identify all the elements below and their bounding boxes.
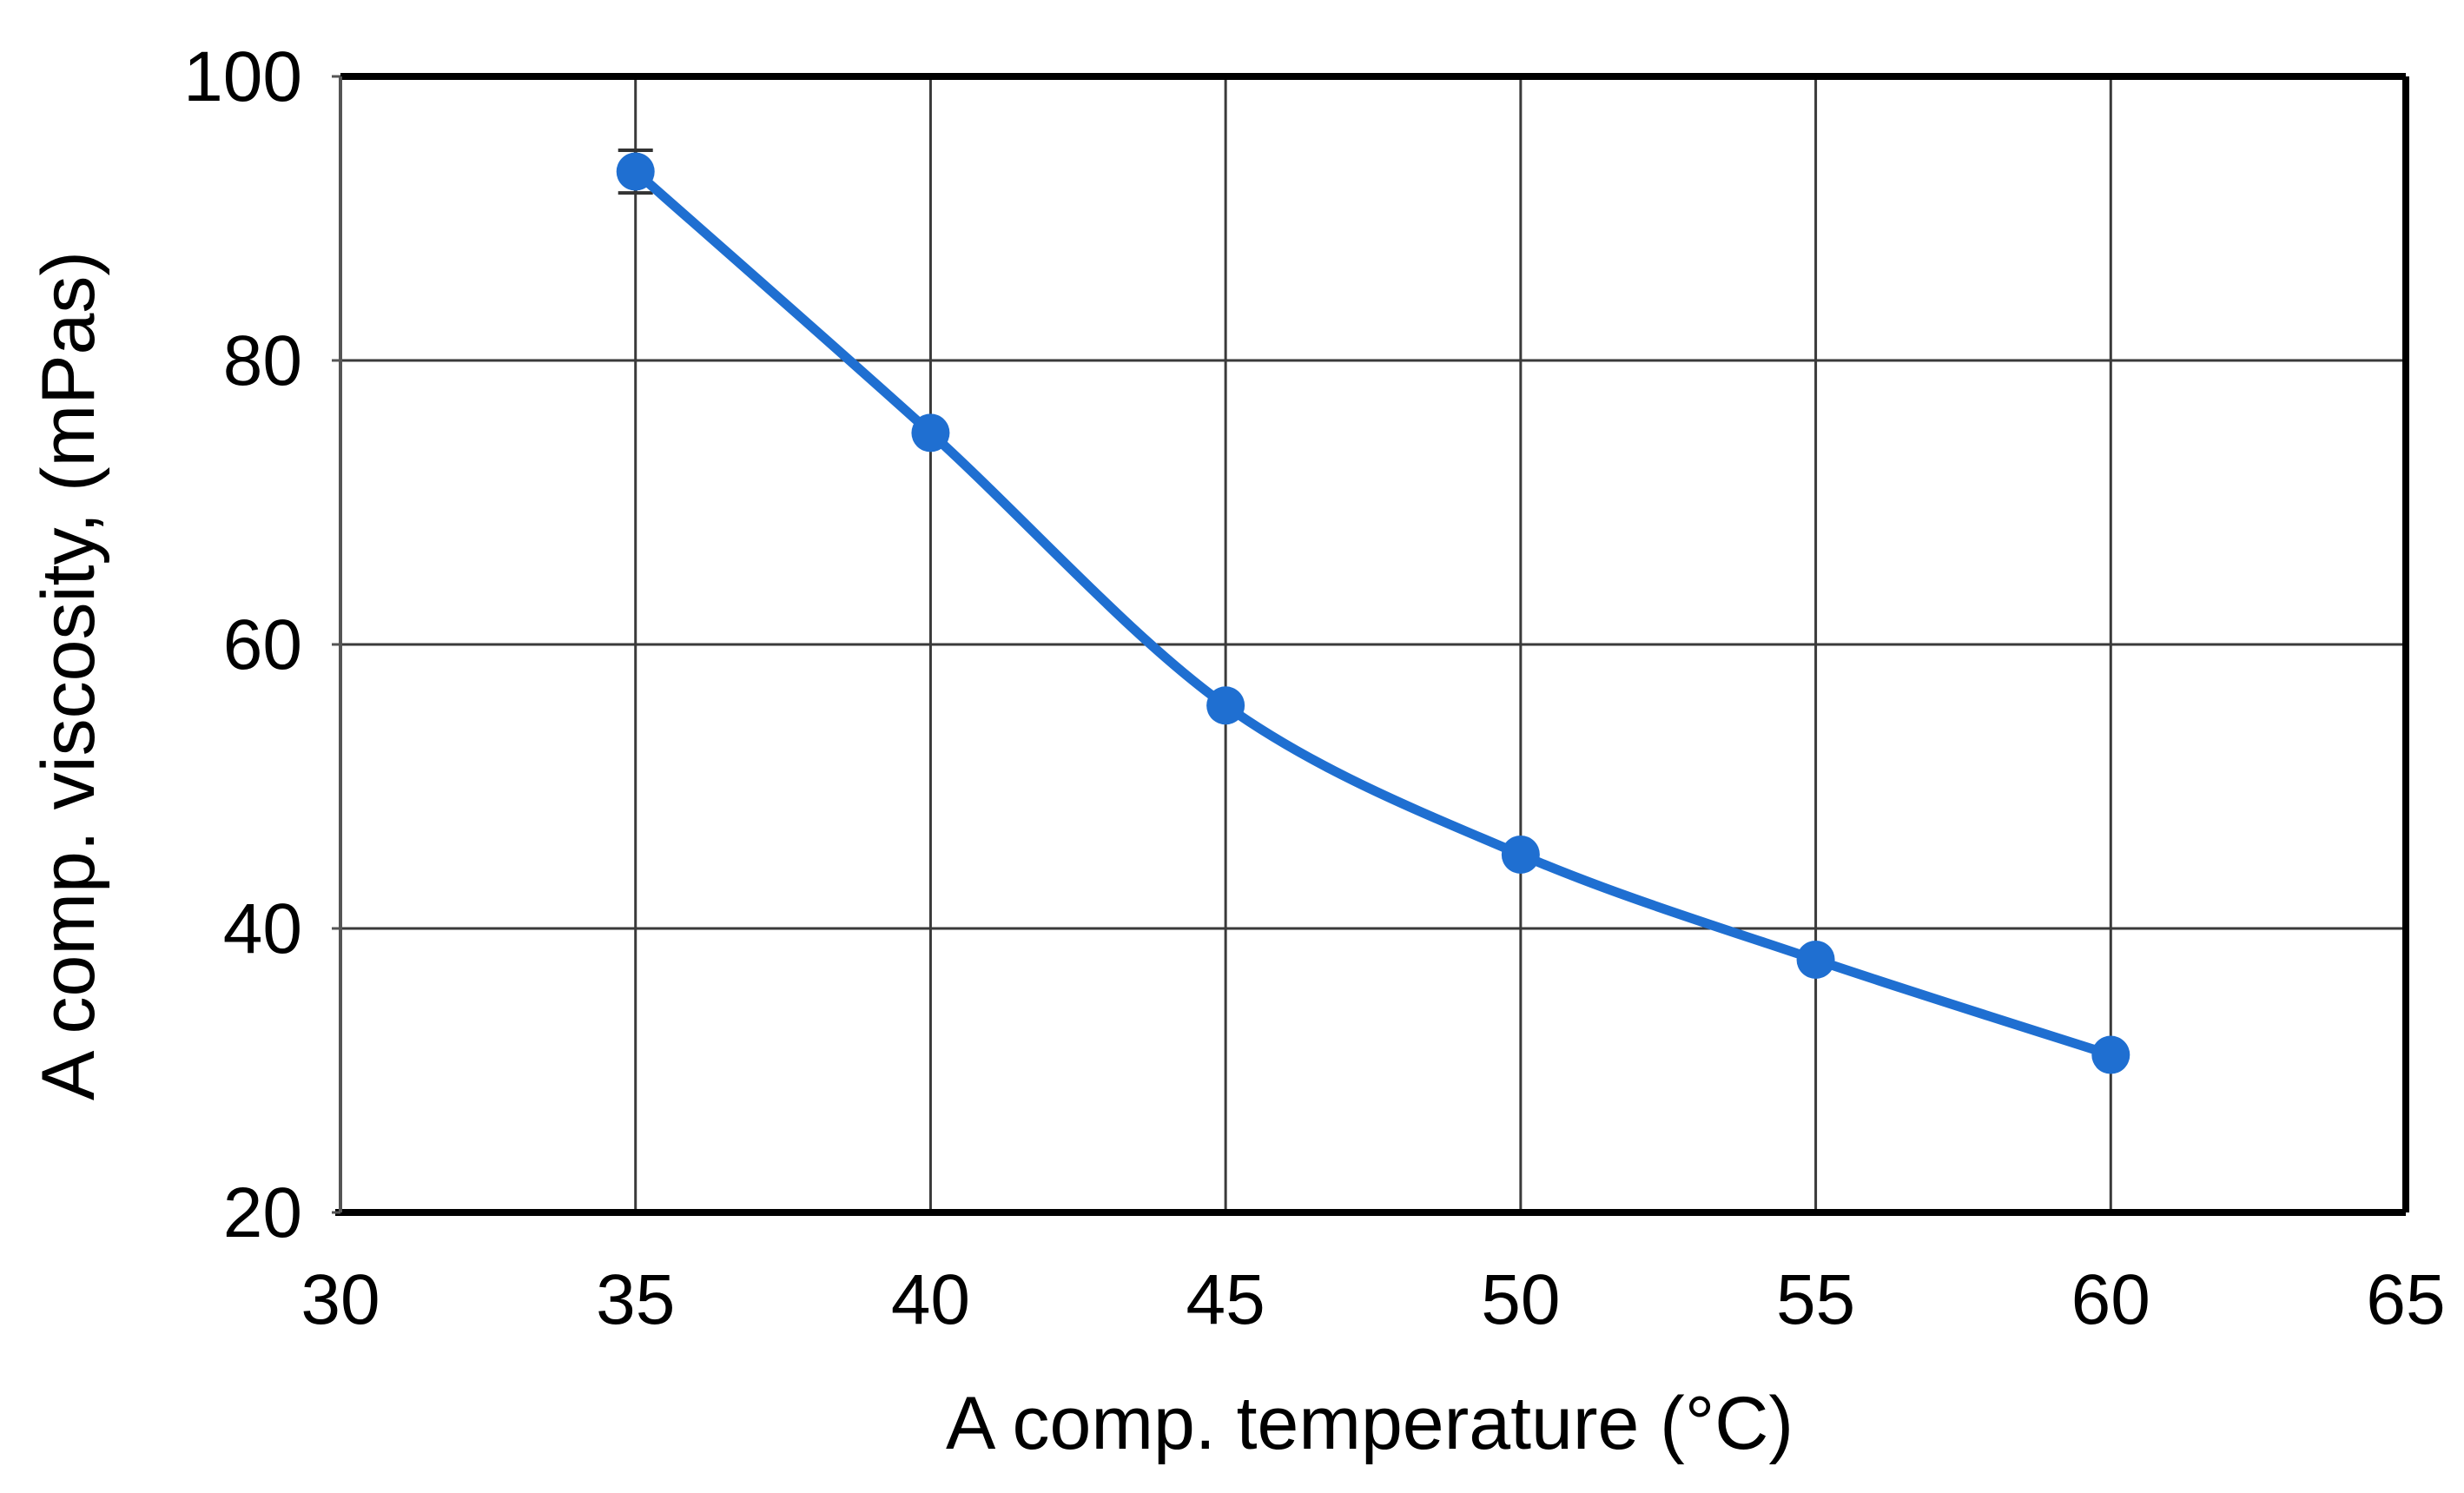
x-tick-label-45: 45 <box>1186 1260 1265 1339</box>
data-point-55 <box>1796 940 1835 979</box>
x-tick-label-60: 60 <box>2071 1260 2150 1339</box>
x-tick-label-40: 40 <box>891 1260 970 1339</box>
x-tick-label-50: 50 <box>1481 1260 1560 1339</box>
data-point-60 <box>2091 1035 2130 1074</box>
tick-labels: 30 35 40 45 50 55 60 65 20 40 60 80 100 <box>183 37 2445 1339</box>
y-tick-label-100: 100 <box>183 37 302 116</box>
data-point-50 <box>1501 835 1540 874</box>
data-point-35 <box>616 152 655 191</box>
x-tick-label-35: 35 <box>596 1260 675 1339</box>
data-point-45 <box>1206 686 1245 725</box>
y-tick-label-40: 40 <box>223 889 302 968</box>
data-point-40 <box>911 413 950 453</box>
y-axis-title: A comp. viscosity, (mPas) <box>27 251 110 1100</box>
grid-lines <box>340 76 2406 1212</box>
y-tick-label-80: 80 <box>223 321 302 400</box>
y-tick-label-20: 20 <box>223 1173 302 1252</box>
x-tick-label-30: 30 <box>301 1260 380 1339</box>
plot-frame <box>332 73 2409 1216</box>
x-tick-label-65: 65 <box>2366 1260 2445 1339</box>
y-tick-label-60: 60 <box>223 605 302 684</box>
series-layer <box>616 149 2130 1074</box>
series-line-0 <box>631 167 2116 1060</box>
x-tick-label-55: 55 <box>1776 1260 1855 1339</box>
x-axis-title: A comp. temperature (°C) <box>946 1382 1794 1465</box>
